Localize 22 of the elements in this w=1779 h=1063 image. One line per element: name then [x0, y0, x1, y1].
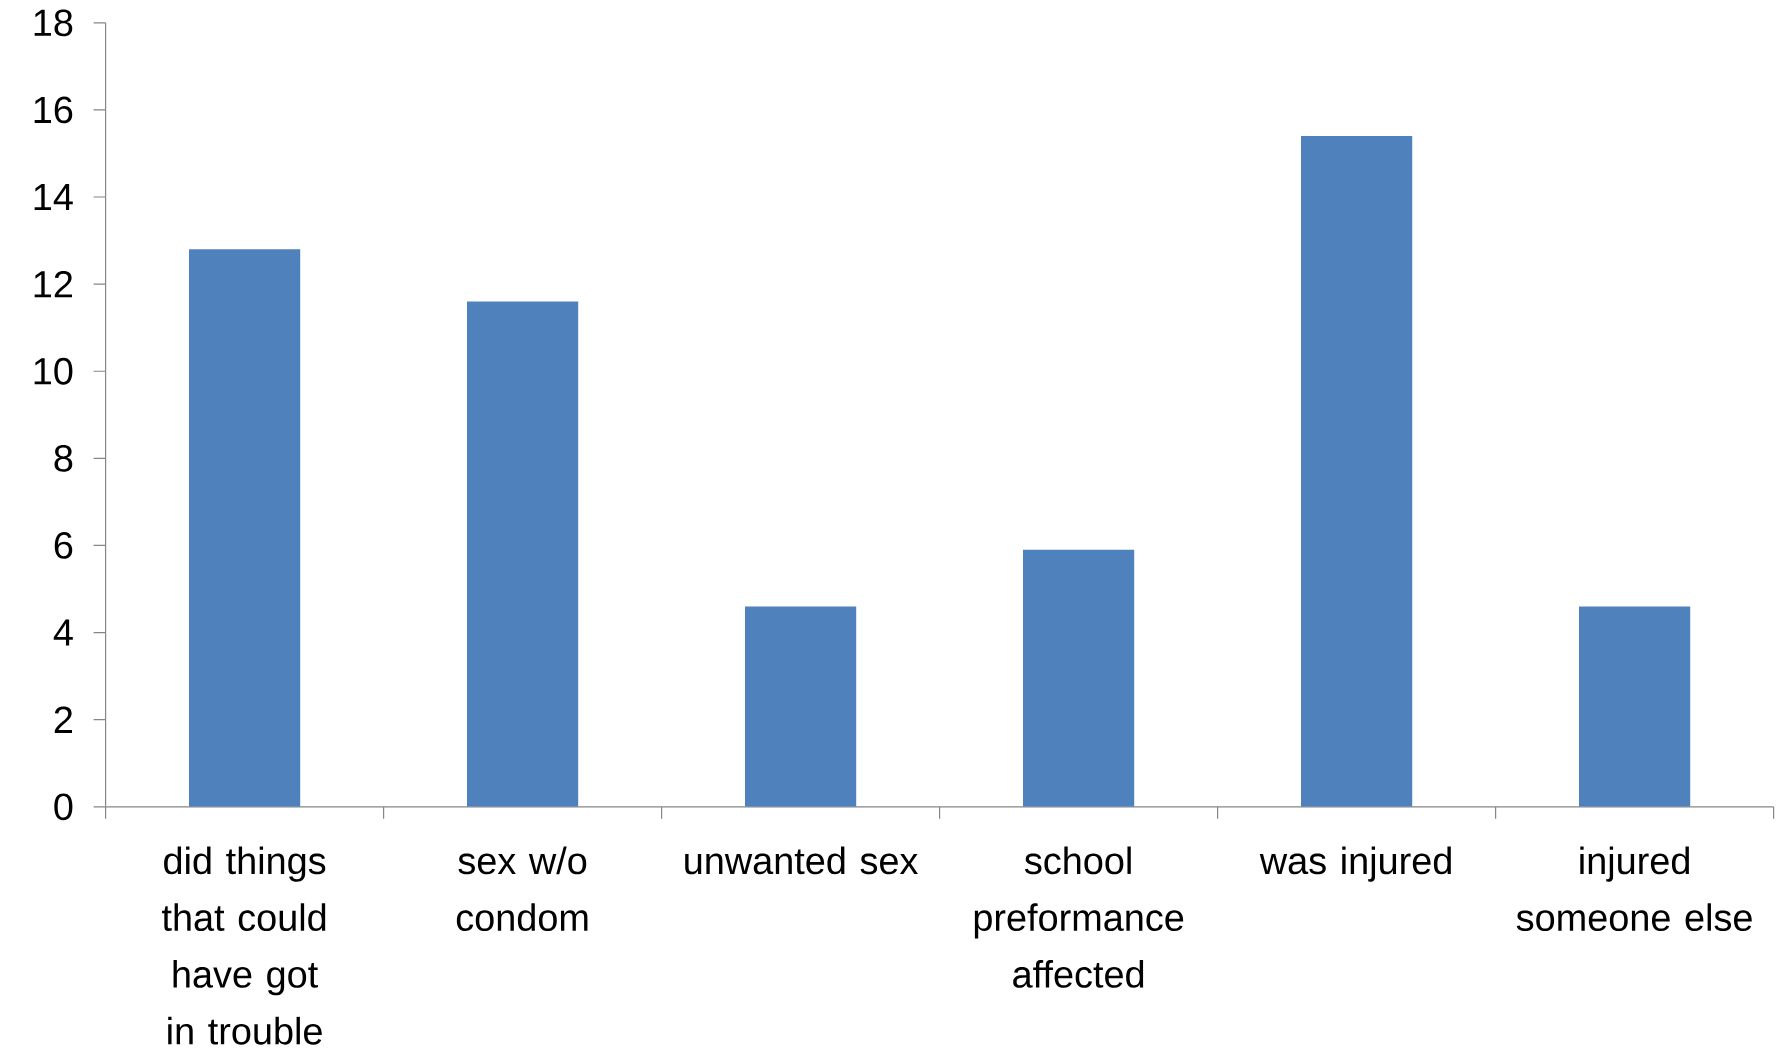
- bar: [467, 301, 579, 807]
- x-tick-label: sex w/o condom: [456, 846, 588, 932]
- bar: [1579, 606, 1691, 807]
- y-tick-label: 0: [54, 793, 73, 821]
- y-tick-label: 8: [54, 444, 73, 472]
- x-tick-label: injured someone else: [1516, 846, 1752, 932]
- y-tick-label: 2: [54, 706, 73, 733]
- y-tick-label: 4: [53, 619, 73, 646]
- y-tick-label: 16: [34, 96, 73, 124]
- bar: [745, 606, 857, 807]
- y-tick-label: 10: [34, 357, 73, 385]
- x-tick-label: was injured: [1259, 846, 1451, 882]
- bar: [1023, 549, 1135, 807]
- x-tick-label: school preformance affected: [974, 846, 1184, 988]
- x-tick-label: unwanted sex: [685, 846, 918, 875]
- x-tick-label: did things that could have got in trouble: [162, 846, 326, 1045]
- y-tick-label: 6: [54, 532, 73, 559]
- y-tick-label: 14: [34, 184, 73, 211]
- y-tick-label: 12: [34, 270, 72, 298]
- y-tick-label: 18: [34, 9, 73, 37]
- bar: [189, 249, 301, 807]
- bar: [1301, 136, 1413, 807]
